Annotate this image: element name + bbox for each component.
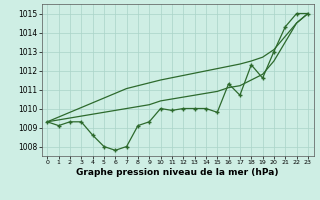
X-axis label: Graphe pression niveau de la mer (hPa): Graphe pression niveau de la mer (hPa) bbox=[76, 168, 279, 177]
